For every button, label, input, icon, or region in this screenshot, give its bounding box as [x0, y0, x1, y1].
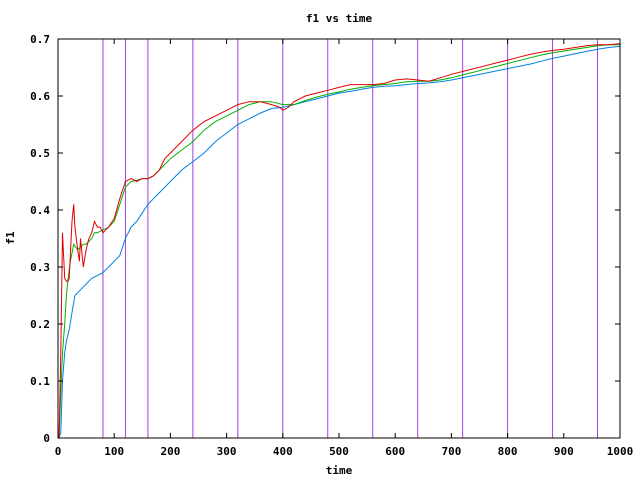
x-tick-label: 700	[441, 445, 461, 458]
y-tick-label: 0.6	[30, 90, 50, 103]
x-tick-label: 500	[329, 445, 349, 458]
x-tick-label: 200	[160, 445, 180, 458]
x-tick-label: 300	[217, 445, 237, 458]
x-axis-label: time	[326, 464, 353, 477]
x-axis: 0 100 200 300 400 500 600 700 800 900 1000	[55, 39, 634, 458]
y-tick-label: 0.2	[30, 318, 50, 331]
x-tick-label: 0	[55, 445, 62, 458]
y-tick-label: 0.1	[30, 375, 50, 388]
chart-title: f1 vs time	[306, 12, 373, 25]
series-line	[58, 45, 621, 439]
y-tick-label: 0.7	[30, 33, 50, 46]
x-tick-label: 400	[273, 445, 293, 458]
x-tick-label: 600	[385, 445, 405, 458]
series-line	[58, 43, 621, 439]
series-lines	[58, 43, 621, 439]
plot-frame	[57, 38, 621, 439]
vertical-markers	[102, 39, 599, 438]
x-tick-label: 1000	[607, 445, 634, 458]
series-line	[58, 44, 620, 439]
x-tick-label: 800	[498, 445, 518, 458]
y-axis-label: f1	[4, 231, 17, 245]
y-tick-label: 0.3	[30, 261, 50, 274]
y-tick-label: 0.5	[30, 147, 50, 160]
y-tick-label: 0.4	[30, 204, 50, 217]
x-tick-label: 900	[554, 445, 574, 458]
x-tick-label: 100	[104, 445, 124, 458]
y-axis: 0 0.1 0.2 0.3 0.4 0.5 0.6 0.7	[30, 33, 620, 445]
y-tick-label: 0	[43, 432, 50, 445]
